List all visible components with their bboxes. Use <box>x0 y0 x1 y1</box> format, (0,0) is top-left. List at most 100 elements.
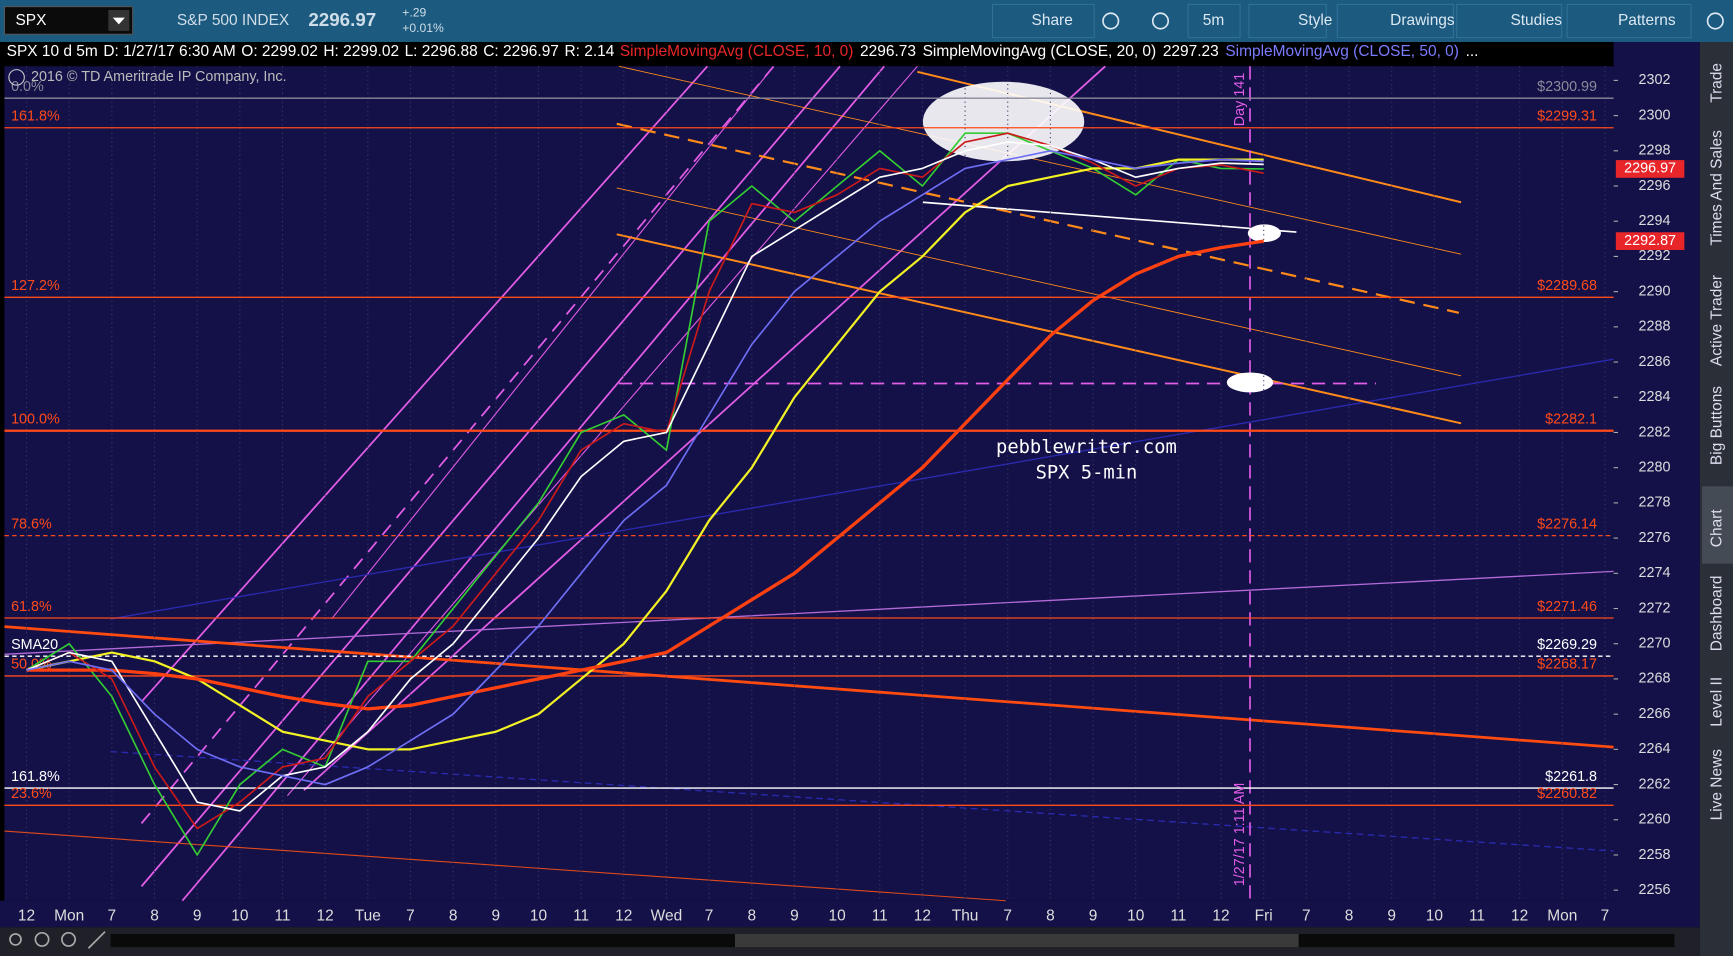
x-tick-label: 11 <box>274 907 290 924</box>
sidebar-tab[interactable]: Chart <box>1709 509 1726 548</box>
gear-icon[interactable] <box>1151 12 1170 30</box>
pan-tool[interactable] <box>9 933 22 946</box>
x-tick-label: 8 <box>449 907 458 924</box>
trend-line <box>110 358 1614 620</box>
sidebar-tab[interactable]: Active Trader <box>1709 275 1726 366</box>
info-icon[interactable] <box>8 69 25 86</box>
channel-line <box>140 65 775 824</box>
x-tick-label: Fri <box>1255 907 1273 924</box>
y-tick-label: 2258 <box>1639 847 1671 863</box>
x-tick-label: 8 <box>747 907 756 924</box>
y-tick-label: 2278 <box>1639 495 1671 511</box>
y-tick-label: 2268 <box>1639 671 1671 687</box>
status-text: O: 2299.02 <box>241 43 318 60</box>
sidebar-tab[interactable]: Dashboard <box>1709 576 1726 652</box>
sidebar-tab[interactable]: Big Buttons <box>1709 386 1726 465</box>
y-tick-label: 2282 <box>1639 424 1671 440</box>
channel-line <box>303 65 1106 791</box>
toolbar-button-label: Studies <box>1510 12 1562 29</box>
series-line <box>26 149 1264 786</box>
x-tick-label: Mon <box>1547 907 1577 924</box>
change-pct: +0.01% <box>402 21 444 35</box>
toolbar-button[interactable] <box>1456 3 1563 39</box>
channel-line <box>616 122 1460 314</box>
symbol: SPX <box>15 12 46 29</box>
y-tick-label: 2284 <box>1639 389 1671 405</box>
drawings <box>4 65 1614 902</box>
series-line <box>26 141 1264 812</box>
x-tick-label: Mon <box>54 907 84 924</box>
x-tick-label: 10 <box>1426 907 1443 924</box>
price-axis <box>1613 41 1700 902</box>
y-tick-label: 2262 <box>1639 776 1671 792</box>
x-tick-label: 9 <box>1387 907 1396 924</box>
highlight <box>922 81 1085 162</box>
status-bar <box>0 41 1733 65</box>
change: +.29 <box>402 5 426 19</box>
status-text: H: 2299.02 <box>323 43 399 60</box>
x-tick-label: 7 <box>1601 907 1610 924</box>
y-tick-label: 2260 <box>1639 812 1671 828</box>
x-tick-label: 11 <box>1469 907 1485 924</box>
price-tag <box>1615 232 1685 250</box>
x-tick-label: 7 <box>1302 907 1311 924</box>
sidebar-tab[interactable]: Live News <box>1709 749 1726 821</box>
scroll-thumb[interactable] <box>734 933 1299 948</box>
status-text: SimpleMovingAvg (CLOSE, 20, 0) <box>923 43 1157 60</box>
time-axis <box>0 900 1700 928</box>
y-tick-label: 2266 <box>1639 706 1671 722</box>
level-label: 0.0% <box>11 79 44 95</box>
toolbar-button-label: 5m <box>1203 12 1225 29</box>
status-text: ... <box>1466 43 1479 60</box>
status-text: R: 2.14 <box>564 43 614 60</box>
sidebar-tab-active[interactable] <box>1702 486 1733 564</box>
draw-tool[interactable] <box>87 931 106 949</box>
zoom-out[interactable] <box>61 931 77 947</box>
price-tag-label: 2296.97 <box>1624 161 1676 177</box>
sidebar-tab[interactable]: Level II <box>1709 677 1726 727</box>
x-tick-label: 11 <box>573 907 589 924</box>
y-tick-label: 2270 <box>1639 636 1671 652</box>
copyright: 2016 © TD Ameritrade IP Company, Inc. <box>31 69 287 85</box>
level-value-label: $2269.29 <box>1537 637 1597 653</box>
zoom-tools <box>9 931 106 949</box>
trend-line <box>110 750 1614 852</box>
toolbar-button-label: Style <box>1298 12 1332 29</box>
channel-line <box>140 65 841 887</box>
x-tick-label: Tue <box>355 907 381 924</box>
x-tick-label: 7 <box>1003 907 1012 924</box>
toolbar-button-label: Drawings <box>1390 12 1455 29</box>
toolbar-button[interactable] <box>991 3 1095 39</box>
y-tick-label: 2292 <box>1639 248 1671 264</box>
lab-icon[interactable] <box>1102 12 1120 30</box>
toolbar-button-label: Patterns <box>1618 12 1676 29</box>
toolbar-button[interactable] <box>1187 3 1241 39</box>
toolbar-button[interactable] <box>1336 3 1454 39</box>
x-tick-label: 7 <box>705 907 714 924</box>
status-text: 2297.23 <box>1163 43 1219 60</box>
toolbar-button-label: Share <box>1032 12 1073 29</box>
x-tick-label: 12 <box>317 907 334 924</box>
y-tick-label: 2288 <box>1639 319 1671 335</box>
series-line <box>26 158 1264 751</box>
toolbar-button[interactable] <box>1248 3 1327 39</box>
x-tick-label: 9 <box>790 907 799 924</box>
x-tick-label: 11 <box>1170 907 1186 924</box>
y-tick-label: 2280 <box>1639 459 1671 475</box>
annotation: Day 141 <box>1232 73 1248 126</box>
series-line <box>26 132 1264 856</box>
y-tick-label: 2272 <box>1639 600 1671 616</box>
x-tick-label: 10 <box>231 907 248 924</box>
x-tick-label: 10 <box>530 907 547 924</box>
y-tick-label: 2300 <box>1639 107 1671 123</box>
price-tag-label: 2292.87 <box>1624 233 1676 249</box>
sidebar-tab[interactable]: Times And Sales <box>1709 130 1726 246</box>
channel-line <box>140 65 709 703</box>
sidebar-tab[interactable]: Trade <box>1709 63 1726 103</box>
level-value-label: $2261.8 <box>1545 769 1597 785</box>
zoom-in[interactable] <box>34 931 50 947</box>
menu-icon[interactable] <box>1706 12 1724 30</box>
toolbar-button[interactable] <box>1566 3 1692 39</box>
